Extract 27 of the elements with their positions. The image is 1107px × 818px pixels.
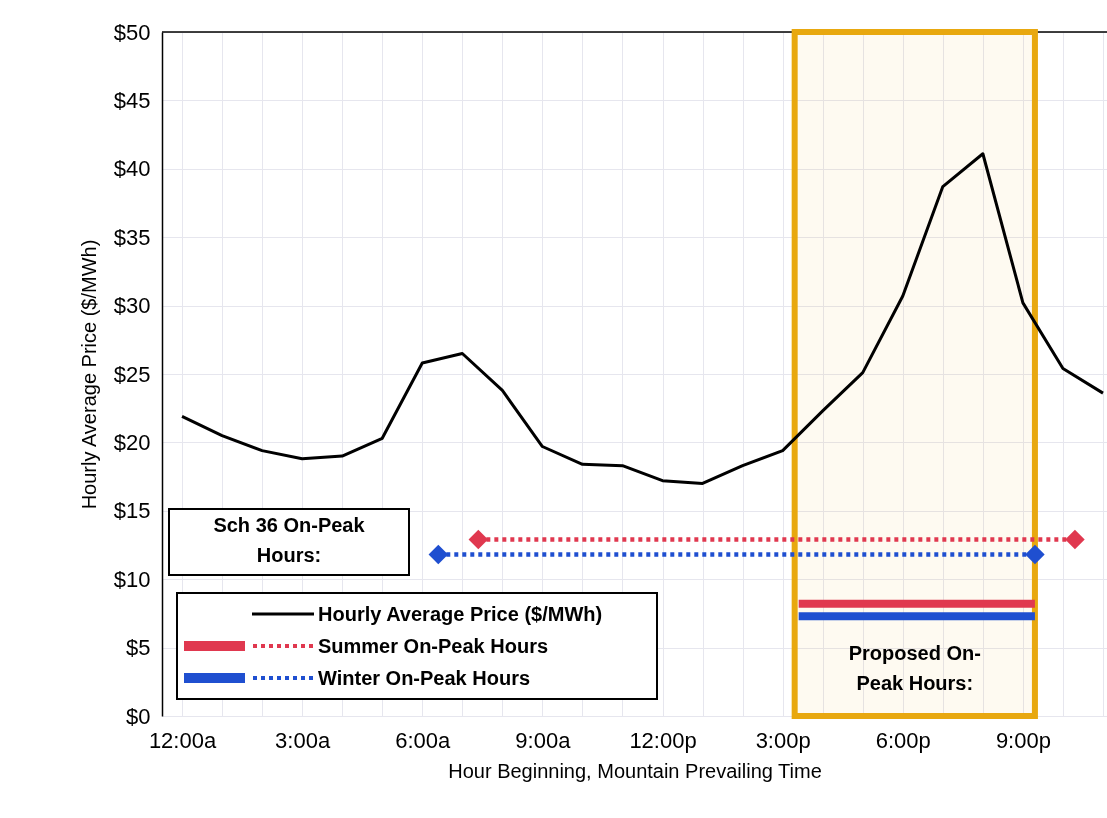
y-axis-title: Hourly Average Price ($/MWh)	[77, 239, 100, 510]
y-tick-label: $0	[126, 703, 151, 729]
y-tick-label: $50	[113, 19, 151, 45]
note-box: Sch 36 On-Peak Hours:	[168, 508, 410, 576]
x-tick-label: 12:00p	[629, 727, 697, 753]
x-tick-label: 12:00a	[148, 727, 217, 753]
y-tick-label: $15	[113, 498, 151, 524]
y-tick-label: $45	[113, 87, 151, 113]
x-tick-label: 9:00a	[515, 727, 572, 753]
legend-label: Winter On-Peak Hours	[318, 666, 531, 690]
line-series	[180, 152, 1105, 485]
y-tick-label: $20	[113, 429, 151, 455]
x-axis-title: Hour Beginning, Mountain Prevailing Time	[448, 759, 822, 782]
x-tick-label: 3:00p	[755, 727, 811, 753]
y-tick-label: $10	[113, 566, 151, 592]
x-tick-label: 3:00a	[275, 727, 331, 753]
legend-label: Summer On-Peak Hours	[318, 634, 549, 658]
y-tick-label: $25	[113, 361, 151, 387]
y-tick-label: $35	[113, 224, 151, 250]
legend-label: Hourly Average Price ($/MWh)	[318, 602, 603, 626]
x-tick-label: 6:00a	[395, 727, 452, 753]
x-tick-label: 9:00p	[995, 727, 1051, 753]
y-tick-label: $40	[113, 156, 151, 182]
band-label: Proposed On- Peak Hours:	[848, 642, 981, 694]
y-tick-label: $5	[126, 635, 151, 661]
x-tick-label: 6:00p	[875, 727, 931, 753]
y-tick-label: $30	[113, 293, 151, 319]
